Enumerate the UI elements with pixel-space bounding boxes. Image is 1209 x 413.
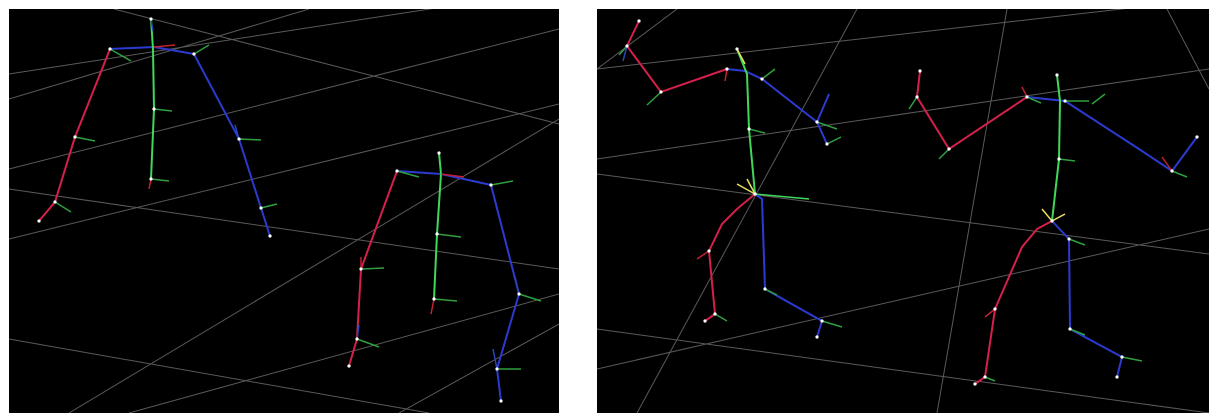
skeleton-figure-4 (908, 69, 1199, 386)
skeleton-figure-1 (37, 17, 278, 238)
ground-grid (597, 9, 1209, 413)
skeleton-figure-3 (618, 19, 843, 339)
ground-grid (9, 9, 559, 413)
skeleton-scene-left (9, 9, 559, 413)
skeleton-view-right (597, 9, 1209, 413)
skeleton-scene-right (597, 9, 1209, 413)
skeleton-view-left (9, 9, 559, 413)
skeleton-figure-2 (347, 151, 542, 403)
